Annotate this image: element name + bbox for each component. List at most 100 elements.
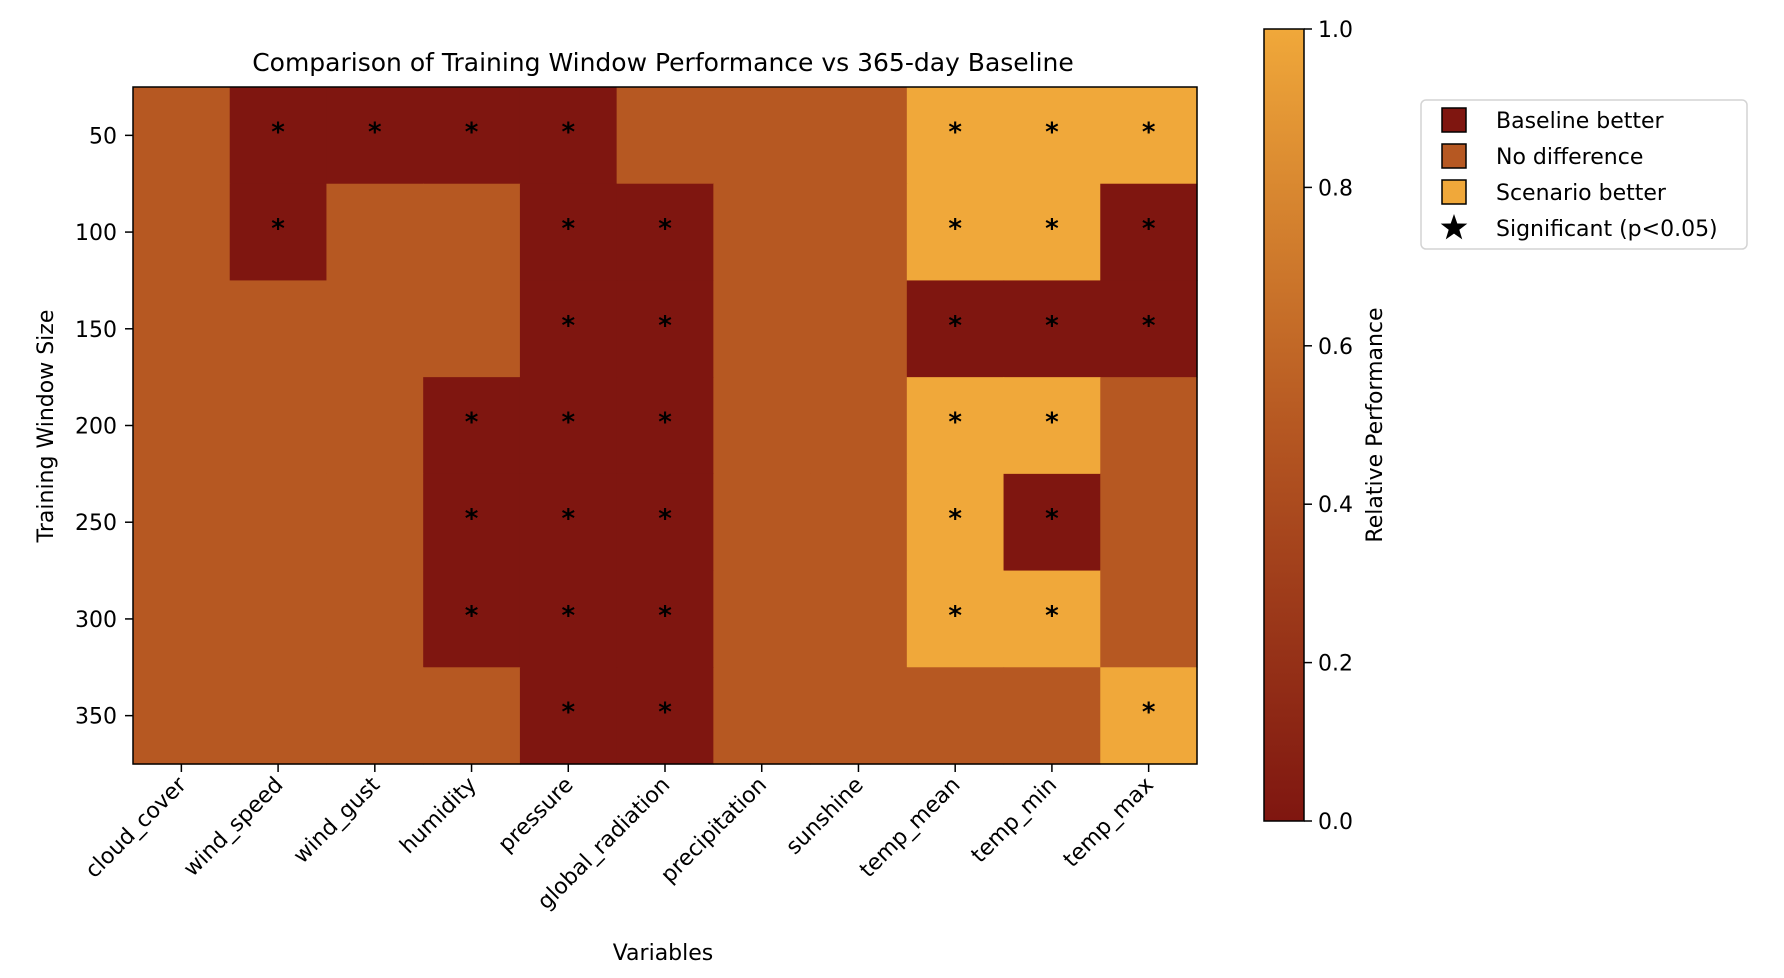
heatmap-cell	[519, 667, 618, 765]
heatmap-cell	[229, 280, 328, 378]
heatmap-cell	[616, 667, 714, 765]
significance-marker: *	[465, 408, 479, 438]
heatmap-cell	[519, 87, 618, 185]
heatmap-cell	[713, 667, 811, 765]
heatmap-cell	[326, 473, 424, 572]
heatmap-cell	[906, 280, 1005, 378]
significance-marker: *	[1045, 117, 1059, 147]
heatmap-cell	[1100, 570, 1198, 668]
x-tick-label: temp_min	[967, 773, 1062, 868]
significance-marker: *	[465, 117, 479, 147]
significance-marker: *	[948, 504, 962, 534]
significance-marker: *	[561, 504, 575, 534]
colorbar-tick-label: 1.0	[1318, 18, 1353, 43]
legend-swatch	[1441, 107, 1467, 133]
x-tick-label: wind_gust	[289, 772, 385, 868]
significance-marker: *	[1045, 601, 1059, 631]
heatmap-cell	[423, 667, 521, 765]
heatmap-cell	[810, 570, 908, 668]
colorbar-label: Relative Performance	[1363, 307, 1388, 542]
legend-label: No difference	[1496, 145, 1643, 170]
heatmap-cell	[133, 183, 231, 282]
heatmap-cell	[423, 377, 521, 475]
heatmap-cell	[616, 87, 714, 185]
significance-marker: *	[948, 214, 962, 244]
heatmap-cell	[1003, 280, 1101, 378]
significance-marker: *	[1142, 214, 1156, 244]
significance-marker: *	[1142, 311, 1156, 341]
x-axis-label: Variables	[613, 941, 714, 966]
significance-marker: *	[658, 504, 672, 534]
legend-label: Baseline better	[1496, 109, 1665, 134]
heatmap-cell	[1003, 87, 1101, 185]
y-tick-label: 50	[89, 124, 117, 149]
significance-marker: *	[658, 214, 672, 244]
legend: Baseline better No difference Scenario bet…	[1420, 99, 1748, 250]
heatmap-cell	[1003, 473, 1101, 572]
heatmap-cell	[906, 87, 1005, 185]
legend-frame	[1420, 99, 1748, 250]
heatmap-cell	[713, 473, 811, 572]
heatmap-cell	[519, 570, 618, 668]
x-tick-label: sunshine	[781, 773, 868, 860]
heatmap-cell	[810, 183, 908, 282]
significance-marker: *	[368, 117, 382, 147]
heatmap-cell	[423, 280, 521, 378]
heatmap-cell	[519, 377, 618, 475]
heatmap-cell	[810, 473, 908, 572]
colorbar-tick-label: 0.8	[1318, 176, 1353, 201]
heatmap-cell	[326, 280, 424, 378]
heatmap-cell	[616, 377, 714, 475]
significance-marker: *	[271, 214, 285, 244]
heatmap-cell	[423, 473, 521, 572]
significance-marker: *	[271, 117, 285, 147]
significance-marker: *	[658, 408, 672, 438]
heatmap-cell	[326, 377, 424, 475]
heatmap-cell	[616, 570, 714, 668]
significance-marker: *	[561, 698, 575, 728]
heatmap-cell	[616, 473, 714, 572]
heatmap-cells	[133, 87, 1198, 765]
heatmap-cell	[133, 570, 231, 668]
y-tick-label: 100	[75, 221, 117, 246]
legend-star-icon	[1440, 214, 1468, 240]
heatmap-cell	[713, 280, 811, 378]
heatmap-cell	[423, 570, 521, 668]
heatmap-cell	[229, 667, 328, 765]
colorbar-tick-label: 0.4	[1318, 493, 1353, 518]
heatmap-cell	[1100, 87, 1198, 185]
heatmap-cell	[1100, 280, 1198, 378]
heatmap-cell	[423, 87, 521, 185]
significance-marker: *	[1045, 504, 1059, 534]
heatmap-cell	[133, 667, 231, 765]
heatmap-cell	[713, 183, 811, 282]
heatmap-cell	[810, 280, 908, 378]
significance-marker: *	[561, 601, 575, 631]
y-axis-label: Training Window Size	[34, 310, 59, 544]
y-tick-label: 150	[75, 318, 117, 343]
heatmap-cell	[1100, 183, 1198, 282]
significance-marker: *	[948, 311, 962, 341]
significance-markers: * * * * * * * * * * * * * * * * * * * * * * * * * * * * * * * * * * * *	[271, 117, 1156, 727]
x-tick-label: humidity	[395, 773, 481, 859]
x-tick-label: temp_max	[1059, 773, 1159, 873]
significance-marker: *	[1142, 117, 1156, 147]
heatmap-cell	[229, 377, 328, 475]
heatmap-cell	[810, 667, 908, 765]
heatmap-cell	[713, 87, 811, 185]
heatmap-cell	[616, 280, 714, 378]
heatmap-cell	[326, 570, 424, 668]
significance-marker: *	[465, 601, 479, 631]
significance-marker: *	[465, 504, 479, 534]
y-tick-label: 250	[75, 511, 117, 536]
legend-swatch	[1441, 143, 1467, 169]
heatmap-cell	[906, 667, 1005, 765]
x-tick-label: wind_speed	[179, 773, 288, 882]
significance-marker: *	[561, 214, 575, 244]
x-tick-label: cloud_cover	[81, 772, 193, 884]
heatmap-cell	[423, 183, 521, 282]
significance-marker: *	[658, 311, 672, 341]
heatmap-cell	[616, 183, 714, 282]
